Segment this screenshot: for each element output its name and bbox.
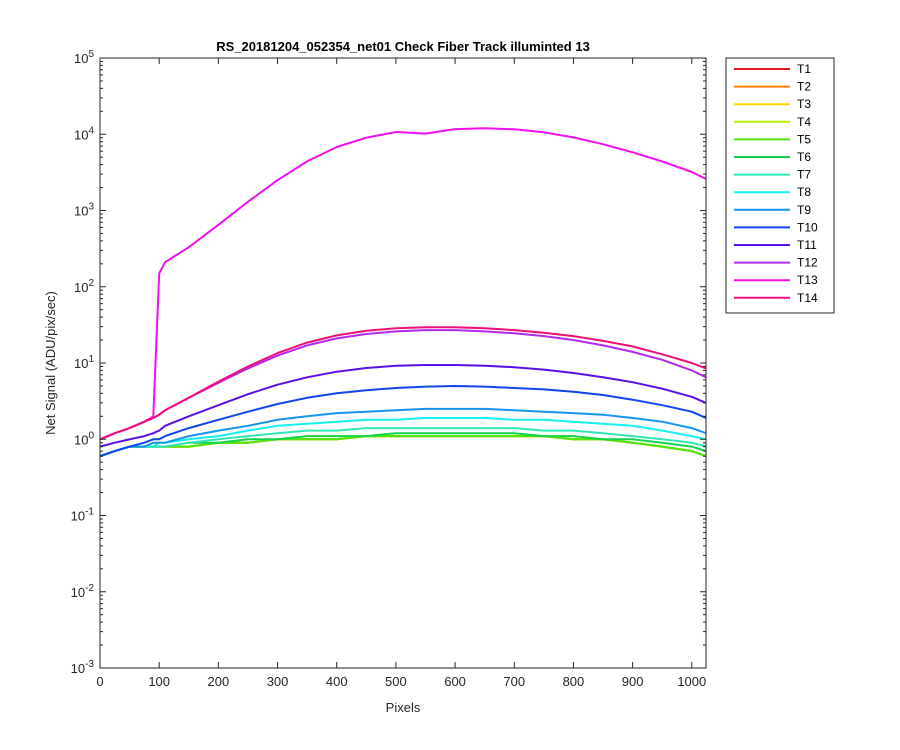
legend-box — [725, 57, 835, 314]
legend: T1 T2 T3 T4 T5 T6 T7 T8 T9 T10 T11 T12 T13 T14 — [725, 57, 835, 314]
legend-label-t8: T8 — [797, 185, 811, 199]
x-tick-label: 700 — [503, 674, 525, 689]
legend-label-t4: T4 — [797, 115, 811, 129]
plot-lines — [99, 127, 707, 458]
x-tick-label: 800 — [563, 674, 585, 689]
legend-label-t11: T11 — [797, 238, 817, 252]
x-tick-label: 0 — [96, 674, 103, 689]
chart-title: RS_20181204_052354_net01 Check Fiber Tra… — [216, 39, 590, 54]
series-line-t13 — [99, 127, 707, 441]
y-tick-label: 103 — [74, 202, 94, 219]
legend-label-t12: T12 — [797, 256, 818, 270]
legend-label-t10: T10 — [797, 220, 818, 234]
series-line-t10 — [99, 385, 707, 458]
y-tick-label: 101 — [74, 354, 94, 371]
x-tick-label: 300 — [267, 674, 289, 689]
series-line-t8 — [99, 417, 707, 458]
y-tick-label: 102 — [74, 278, 94, 295]
legend-label-t1: T1 — [797, 62, 811, 76]
series-line-t14 — [99, 326, 707, 441]
series-line-t11 — [99, 364, 707, 448]
x-tick-label: 900 — [622, 674, 644, 689]
x-tick-label: 100 — [148, 674, 170, 689]
legend-label-t14: T14 — [797, 291, 818, 305]
legend-label-t7: T7 — [797, 168, 811, 182]
plot-area — [100, 58, 706, 668]
legend-label-t6: T6 — [797, 150, 811, 164]
x-tick-label: 1000 — [677, 674, 706, 689]
series-line-t9 — [99, 407, 707, 458]
x-tick-label: 400 — [326, 674, 348, 689]
legend-label-t13: T13 — [797, 273, 818, 287]
y-tick-label: 100 — [74, 430, 94, 447]
x-axis-label: Pixels — [386, 700, 421, 715]
plot-frame — [99, 57, 707, 669]
y-axis-label: Net Signal (ADU/pix/sec) — [43, 291, 58, 435]
legend-label-t5: T5 — [797, 132, 811, 146]
x-tick-label: 600 — [444, 674, 466, 689]
legend-label-t3: T3 — [797, 97, 811, 111]
legend-label-t2: T2 — [797, 80, 811, 94]
x-tick-label: 200 — [208, 674, 230, 689]
x-axis: 0 100 200 300 400 500 600 700 800 900 1000 — [96, 58, 706, 689]
x-tick-label: 500 — [385, 674, 407, 689]
y-tick-label: 10-1 — [71, 507, 95, 524]
y-tick-label: 10-2 — [71, 583, 95, 600]
y-tick-label: 104 — [74, 125, 94, 142]
legend-label-t9: T9 — [797, 203, 811, 217]
y-tick-label: 105 — [74, 49, 94, 66]
y-tick-label: 10-3 — [71, 659, 95, 676]
